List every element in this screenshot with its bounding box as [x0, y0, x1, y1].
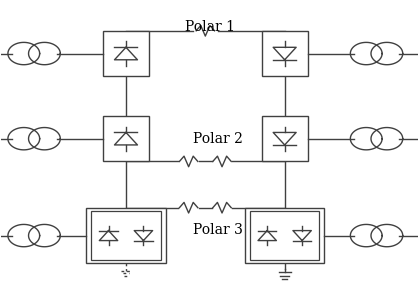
Bar [245, 208, 324, 263]
Bar [103, 116, 149, 161]
Text: Polar 2: Polar 2 [193, 132, 243, 146]
Bar [262, 31, 308, 76]
Bar [86, 208, 166, 263]
Text: Polar 3: Polar 3 [193, 223, 243, 237]
Bar [91, 211, 160, 260]
Text: Polar 1: Polar 1 [184, 20, 235, 34]
Bar [250, 211, 319, 260]
Bar [103, 31, 149, 76]
Bar [262, 116, 308, 161]
